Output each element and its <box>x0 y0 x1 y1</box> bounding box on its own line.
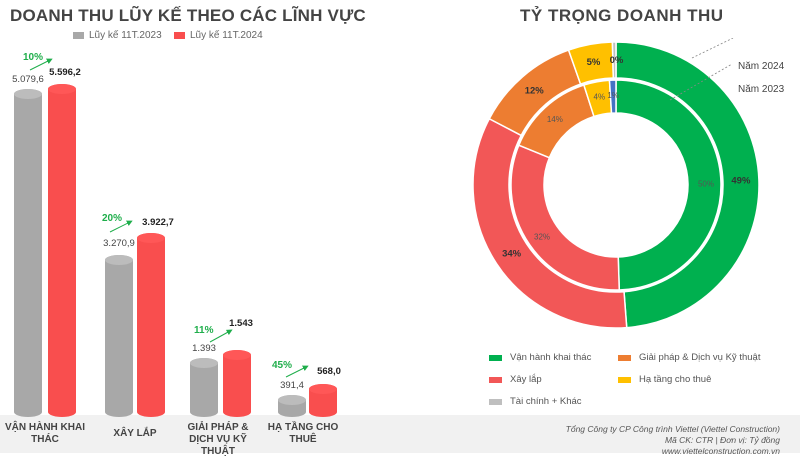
data-label: 3.270,9 <box>103 238 135 249</box>
donut-slice-label: 14% <box>547 115 563 124</box>
growth-label: 20% <box>102 213 123 224</box>
category-label: VẬN HÀNH KHAI THÁC <box>5 422 85 445</box>
legend-swatch <box>489 354 502 361</box>
legend-item: Vận hành khai thác <box>489 352 591 363</box>
donut-slice-label: 5% <box>587 57 601 68</box>
legend-item: Xây lắp <box>489 374 542 385</box>
legend-swatch <box>73 32 84 39</box>
growth-arrow <box>285 365 309 378</box>
footer-code: Mã CK: CTR | Đơn vị: Tỷ đồng <box>664 435 780 445</box>
donut-chart: 49% 34% 12% 5% 0% 50% 32% 14% 4% 1% <box>472 38 760 329</box>
category-label: XÂY LẮP <box>113 428 157 439</box>
donut-slice-label: 50% <box>698 180 714 189</box>
donut-slice-label: 4% <box>594 93 606 102</box>
legend-label: Tài chính + Khác <box>510 396 582 407</box>
data-label: 3.922,7 <box>142 217 174 228</box>
donut-slice-label: 34% <box>502 249 522 260</box>
donut-chart-title: TỶ TRỌNG DOANH THU <box>520 6 724 25</box>
legend-swatch <box>174 32 185 39</box>
data-label: 5.596,2 <box>49 67 81 78</box>
legend-swatch <box>618 354 631 361</box>
legend-swatch <box>489 398 502 405</box>
bar-2023-giai-phap <box>190 358 218 417</box>
legend-item: Hạ tầng cho thuê <box>618 374 711 385</box>
footer-band <box>0 415 800 453</box>
growth-label: 11% <box>194 325 214 336</box>
bar-2024-xay-lap <box>137 233 165 417</box>
footer-website[interactable]: www.viettelconstruction.com.vn <box>661 446 780 456</box>
legend-label: Lũy kế 11T.2024 <box>190 30 263 41</box>
donut-slice-label: 0% <box>610 55 624 66</box>
legend-2023: Lũy kế 11T.2023 <box>73 30 162 41</box>
category-label: GIẢI PHÁP & DỊCH VỤ KỸ THUẬT <box>187 422 249 457</box>
category-label: HẠ TẦNG CHO THUÊ <box>267 422 339 445</box>
legend-label: Vận hành khai thác <box>510 352 592 363</box>
legend-label: Hạ tầng cho thuê <box>639 374 712 385</box>
growth-arrow <box>109 220 133 233</box>
legend-2024: Lũy kế 11T.2024 <box>174 30 263 41</box>
growth-arrow <box>29 58 53 71</box>
data-label: 1.543 <box>229 318 253 329</box>
series-label-2023: Năm 2023 <box>738 84 785 95</box>
data-label: 391,4 <box>280 380 304 391</box>
legend-item: Giải pháp & Dịch vụ Kỹ thuật <box>618 352 760 363</box>
bar-2023-xay-lap <box>105 255 133 417</box>
legend-swatch <box>489 376 502 383</box>
donut-slice-2023 <box>615 79 722 291</box>
legend-label: Xây lắp <box>510 374 542 385</box>
donut-slice-label: 1% <box>607 91 619 100</box>
donut-slice-2023 <box>608 79 617 114</box>
legend-swatch <box>618 376 631 383</box>
growth-label: 10% <box>23 52 44 63</box>
data-label: 5.079,6 <box>12 74 44 85</box>
donut-slice-label: 12% <box>525 85 545 96</box>
growth-arrows <box>29 58 309 378</box>
growth-arrow <box>209 329 233 343</box>
bar-2023-van-hanh <box>14 89 42 417</box>
data-label: 568,0 <box>317 366 341 377</box>
donut-slice-2024 <box>611 41 617 79</box>
legend-label: Giải pháp & Dịch vụ Kỹ thuật <box>639 352 761 363</box>
bar-2023-ha-tang <box>278 395 306 417</box>
bar-chart-title: DOANH THU LŨY KẾ THEO CÁC LĨNH VỰC <box>10 6 366 25</box>
bar-2024-giai-phap <box>223 350 251 417</box>
legend-item: Tài chính + Khác <box>489 396 582 407</box>
legend-label: Lũy kế 11T.2023 <box>89 30 162 41</box>
footer-company: Tổng Công ty CP Công trình Viettel (Viet… <box>565 424 780 434</box>
bar-2024-ha-tang <box>309 384 337 417</box>
data-label: 1.393 <box>192 343 216 354</box>
bar-2024-van-hanh <box>48 84 76 417</box>
growth-label: 45% <box>272 360 293 371</box>
donut-slice-label: 32% <box>534 232 550 241</box>
series-leader-line <box>691 38 734 59</box>
donut-slice-2024 <box>615 41 760 329</box>
series-label-2024: Năm 2024 <box>738 61 785 72</box>
donut-slice-label: 49% <box>731 175 751 186</box>
